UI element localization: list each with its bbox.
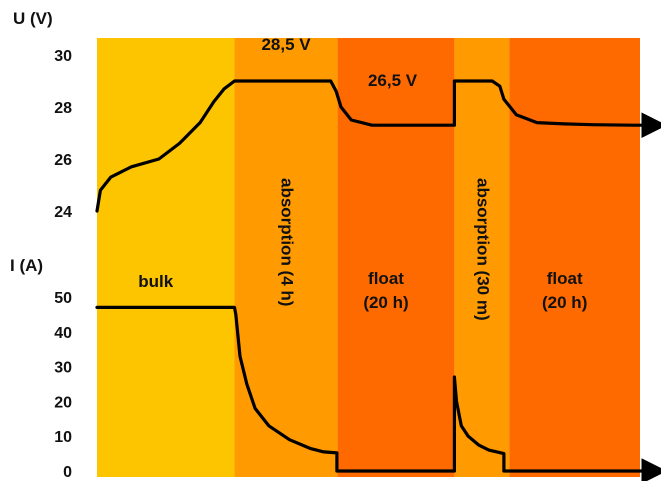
current-axis-title: I (A) bbox=[10, 256, 43, 275]
current-curve bbox=[95, 305, 661, 481]
voltage-tick-label: 24 bbox=[54, 204, 72, 221]
phase-band-bulk bbox=[97, 38, 235, 477]
voltage-annotation: 26,5 V bbox=[368, 71, 418, 90]
voltage-curve bbox=[95, 79, 661, 213]
axes: U (V) I (A) 24 26 28 30 0 10 20 30 40 50 bbox=[10, 9, 72, 481]
current-tick-label: 30 bbox=[54, 360, 72, 377]
phase-label-bulk: bulk bbox=[138, 272, 173, 291]
phase-bands bbox=[97, 38, 640, 477]
voltage-axis-title: U (V) bbox=[13, 9, 53, 28]
phase-label-float: (20 h) bbox=[542, 293, 587, 312]
phase-band-float bbox=[509, 38, 640, 477]
voltage-annotation: 28,5 V bbox=[261, 35, 311, 54]
current-tick-label: 0 bbox=[63, 464, 72, 481]
phase-band-absorption bbox=[234, 38, 338, 477]
current-tick-label: 20 bbox=[54, 394, 72, 411]
current-tick-label: 10 bbox=[54, 429, 72, 446]
current-tick-label: 40 bbox=[54, 325, 72, 342]
phase-labels: bulk absorption (4 h) float (20 h) absorptio… bbox=[138, 35, 587, 321]
voltage-tick-label: 28 bbox=[54, 100, 72, 117]
phase-label-float: float bbox=[368, 269, 404, 288]
phase-band-absorption bbox=[454, 38, 510, 477]
voltage-tick-label: 30 bbox=[54, 48, 72, 65]
phase-label-absorption: absorption (4 h) bbox=[278, 178, 297, 306]
phase-label-float: (20 h) bbox=[363, 293, 408, 312]
current-tick-label: 50 bbox=[54, 290, 72, 307]
phase-label-absorption: absorption (30 m) bbox=[473, 178, 492, 321]
phase-label-float: float bbox=[547, 269, 583, 288]
phase-band-float bbox=[337, 38, 455, 477]
curves bbox=[95, 79, 661, 481]
voltage-tick-label: 26 bbox=[54, 152, 72, 169]
